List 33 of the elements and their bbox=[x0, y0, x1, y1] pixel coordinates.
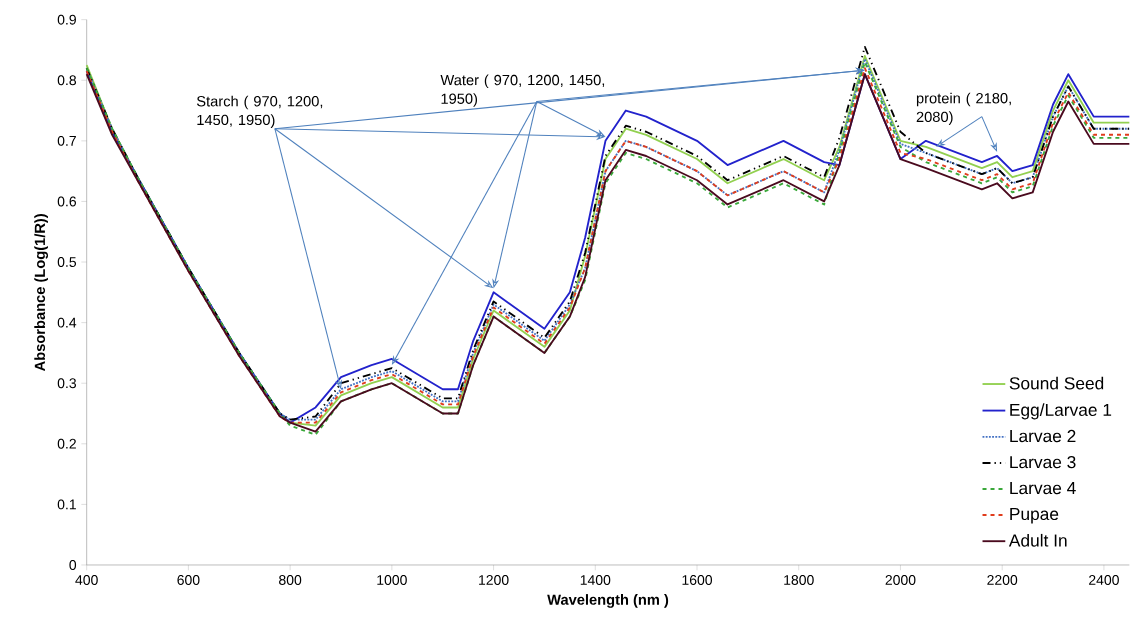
legend-label: Sound Seed bbox=[1009, 376, 1104, 390]
x-tick-label: 800 bbox=[279, 575, 302, 585]
legend-label: Egg/Larvae 1 bbox=[1010, 403, 1112, 420]
legend-label: Adult In bbox=[1008, 533, 1067, 547]
y-axis-title: Absorbance (Log(1/R)) bbox=[34, 214, 49, 371]
x-tick-label: 2400 bbox=[1089, 575, 1119, 585]
y-tick-label: 0.4 bbox=[57, 317, 77, 328]
y-tick-label: 0.3 bbox=[57, 378, 77, 389]
x-tick-label: 2200 bbox=[987, 575, 1018, 585]
legend-label: Larvae 2 bbox=[1010, 429, 1076, 443]
x-tick-label: 1400 bbox=[580, 575, 611, 585]
legend-label: Larvae 3 bbox=[1010, 455, 1076, 469]
x-tick-label: 1800 bbox=[784, 575, 814, 585]
y-tick-label: 0.5 bbox=[57, 257, 77, 267]
legend-label: Larvae 4 bbox=[1010, 482, 1076, 495]
y-tick-label: 0.1 bbox=[57, 499, 76, 510]
annotation: protein ( 2180, 2080) bbox=[916, 92, 1011, 125]
y-tick-label: 0.6 bbox=[57, 196, 77, 207]
x-tick-label: 600 bbox=[177, 575, 200, 585]
legend-label: Pupae bbox=[1010, 508, 1059, 524]
x-tick-label: 2000 bbox=[885, 575, 916, 585]
y-tick-label: 0.8 bbox=[57, 75, 77, 86]
y-tick-label: 0.7 bbox=[57, 135, 76, 146]
y-tick-label: 0 bbox=[69, 560, 77, 570]
annotation: Starch ( 970, 1200, 1450, 1950) bbox=[196, 95, 323, 128]
y-tick-label: 0.9 bbox=[57, 14, 76, 25]
x-tick-label: 400 bbox=[75, 575, 98, 585]
x-tick-label: 1600 bbox=[682, 575, 713, 585]
x-tick-label: 1000 bbox=[377, 575, 407, 585]
x-axis-title: Wavelength (nm ) bbox=[547, 594, 669, 608]
y-tick-label: 0.2 bbox=[57, 438, 76, 449]
x-tick-label: 1200 bbox=[479, 575, 509, 585]
annotation: Water ( 970, 1200, 1450, 1950) bbox=[440, 74, 605, 107]
